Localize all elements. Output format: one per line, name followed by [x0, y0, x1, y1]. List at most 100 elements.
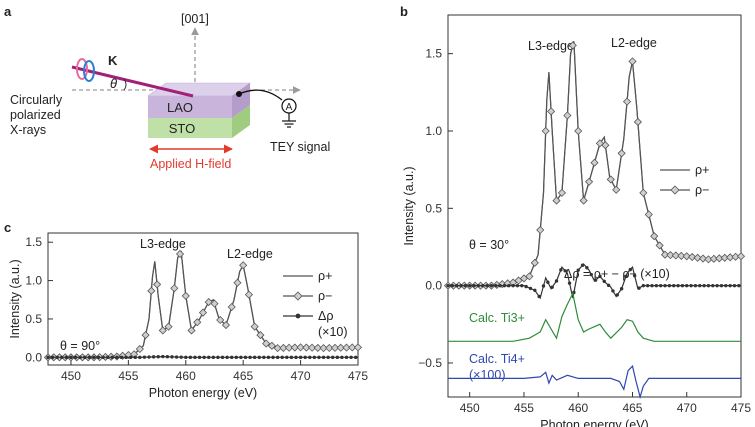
b-delta-marker [446, 283, 450, 288]
theta-label: θ [110, 76, 117, 91]
c-delta-marker [83, 355, 87, 360]
b-delta-marker [663, 283, 667, 288]
c-delta-marker [252, 355, 257, 360]
b-rho-minus-marker [585, 177, 594, 186]
b-delta-marker [728, 283, 732, 288]
c-delta-marker [225, 355, 229, 360]
b-delta-marker [680, 283, 685, 288]
c-delta-marker [280, 355, 284, 360]
b-rho-minus-marker [693, 253, 702, 262]
c-legend-marker-rho-minus [293, 291, 303, 301]
c-delta-marker [197, 355, 202, 360]
c-delta-marker [174, 355, 179, 359]
b-xtick-label: 470 [677, 401, 697, 415]
b-delta-marker [606, 283, 611, 288]
c-rho-minus-marker [256, 331, 265, 340]
b-rho-minus-marker [590, 158, 599, 167]
c-delta-marker [60, 355, 64, 360]
b-delta-marker [585, 266, 589, 270]
b-rho-minus-marker [639, 188, 648, 197]
c-rho-minus-marker [348, 343, 357, 352]
b-rho-minus-marker [579, 196, 588, 205]
c-delta-marker [184, 355, 188, 360]
b-rho-minus-marker [606, 175, 615, 184]
b-delta-marker [528, 286, 533, 291]
b-delta-marker [702, 283, 706, 288]
c-ytick-label: 0.5 [25, 312, 42, 326]
c-delta-marker [96, 355, 101, 360]
b-delta-marker [541, 284, 546, 288]
b-rho-minus-marker [688, 252, 697, 262]
b-rho-minus-marker [736, 252, 746, 261]
b-delta-marker [515, 283, 520, 288]
b-delta-marker [580, 263, 585, 267]
source-label-line-1: Circularly [10, 93, 63, 107]
c-yaxis-label: Intensity (a.u.) [8, 259, 22, 338]
b-calc-ti4-scale: (×100) [469, 368, 505, 382]
c-delta-marker [165, 355, 170, 359]
c-ytick-label: 1.5 [25, 235, 42, 249]
c-rho-minus-marker [227, 302, 236, 312]
b-delta-marker [450, 283, 455, 288]
c-delta-marker [262, 355, 266, 360]
c-rho-minus-marker [135, 344, 144, 354]
plot-layer: 450 455 460 465 470 475 −0.5 0.0 0.5 1.0 1.5 Photon… [8, 14, 751, 427]
b-delta-marker [693, 283, 698, 288]
c-rho-minus-marker [187, 326, 196, 335]
c-delta-marker [115, 355, 119, 360]
sto-slab-side [232, 105, 250, 138]
b-rho-minus-marker [530, 258, 539, 267]
c-rho-minus-marker [164, 322, 173, 331]
c-rho-minus-marker [153, 280, 162, 289]
b-delta-marker [645, 283, 650, 288]
b-xtick-label: 460 [568, 401, 588, 415]
c-delta-marker [321, 355, 326, 360]
b-delta-marker [724, 283, 728, 288]
c-delta-marker [248, 355, 252, 360]
b-series-line-2 [448, 263, 741, 300]
c-delta-marker [230, 355, 234, 360]
source-label-line-2: polarized [10, 108, 61, 122]
c-delta-marker [55, 355, 59, 360]
c-delta-marker [331, 355, 335, 360]
b-delta-marker [507, 283, 511, 288]
c-rho-minus-marker [319, 344, 328, 353]
c-rho-minus-marker [233, 278, 242, 287]
c-delta-marker [266, 355, 271, 360]
c-ytick-label: 1.0 [25, 274, 42, 288]
c-delta-marker [161, 354, 165, 359]
c-delta-marker [294, 355, 298, 360]
c-plot-frame [47, 232, 359, 366]
b-delta-marker [489, 283, 494, 288]
c-rho-minus-marker [325, 343, 334, 353]
c-delta-marker [303, 355, 307, 360]
applied-field-label: Applied H-field [150, 157, 231, 171]
b-rho-minus-marker [601, 141, 610, 150]
panel-c: c L3-edge L2-edge θ = 90° ρ+ ρ− Δρ (×10) [4, 220, 348, 353]
c-delta-marker [234, 355, 238, 360]
c-delta-marker [119, 355, 124, 360]
b-delta-marker [454, 283, 459, 288]
b-l2-edge-label: L2-edge [611, 36, 657, 50]
b-rho-minus-marker [557, 188, 567, 197]
c-delta-marker [156, 355, 160, 359]
c-delta-marker [211, 355, 216, 360]
tey-wire [238, 89, 283, 101]
b-ytick-label: 0.5 [425, 201, 442, 215]
b-legend-rho-plus: ρ+ [695, 163, 709, 177]
b-delta-marker [628, 267, 633, 272]
lao-slab-front [148, 96, 232, 118]
c-rho-minus-marker [210, 299, 219, 308]
b-delta-marker [593, 278, 598, 282]
b-rho-minus-marker [525, 272, 534, 281]
b-delta-marker [524, 284, 528, 289]
c-delta-marker [69, 355, 73, 360]
c-delta-marker [271, 355, 275, 360]
c-rho-minus-marker [158, 326, 167, 335]
b-plot-frame [447, 14, 742, 398]
source-label-line-3: X-rays [10, 123, 46, 137]
xray-beam-k [71, 65, 194, 98]
c-rho-minus-marker [267, 341, 276, 350]
c-rho-minus-marker [216, 315, 225, 325]
panel-b-label: b [400, 4, 408, 19]
